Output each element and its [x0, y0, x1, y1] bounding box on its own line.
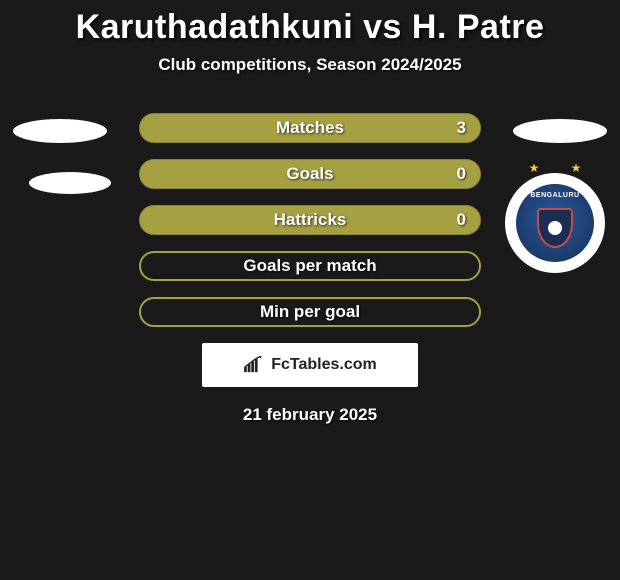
player-right-avatar-placeholder	[513, 119, 607, 143]
stat-row-goals-per-match: Goals per match	[139, 251, 481, 281]
comparison-card: Karuthadathkuni vs H. Patre Club competi…	[0, 0, 620, 425]
stat-row-min-per-goal: Min per goal	[139, 297, 481, 327]
chart-icon	[243, 356, 265, 374]
stat-value-right: 0	[457, 210, 466, 230]
badge-inner: BENGALURU	[516, 184, 594, 262]
brand-text: FcTables.com	[271, 356, 377, 374]
stat-row-matches: Matches 3	[139, 113, 481, 143]
subtitle: Club competitions, Season 2024/2025	[0, 55, 620, 75]
date-text: 21 february 2025	[0, 405, 620, 425]
badge-shield-icon	[537, 208, 573, 248]
badge-stars-icon: ★ ★	[505, 161, 605, 175]
player-left-avatar-placeholder	[13, 119, 107, 143]
stat-label: Goals per match	[243, 256, 376, 276]
player-left-club-placeholder	[29, 172, 111, 194]
brand-badge: FcTables.com	[202, 343, 418, 387]
stat-label: Goals	[286, 164, 333, 184]
stat-label: Hattricks	[274, 210, 347, 230]
stat-value-right: 0	[457, 164, 466, 184]
stat-label: Matches	[276, 118, 344, 138]
stat-row-goals: Goals 0	[139, 159, 481, 189]
badge-ball-icon	[548, 221, 562, 235]
stats-area: ★ ★ BENGALURU Matches 3 Goals 0 Hattrick…	[0, 113, 620, 425]
stat-label: Min per goal	[260, 302, 360, 322]
stat-rows: Matches 3 Goals 0 Hattricks 0 Goals per …	[139, 113, 481, 327]
player-right-club-badge: ★ ★ BENGALURU	[505, 173, 605, 273]
stat-row-hattricks: Hattricks 0	[139, 205, 481, 235]
badge-text: BENGALURU	[516, 192, 594, 199]
stat-value-right: 3	[457, 118, 466, 138]
page-title: Karuthadathkuni vs H. Patre	[0, 8, 620, 47]
